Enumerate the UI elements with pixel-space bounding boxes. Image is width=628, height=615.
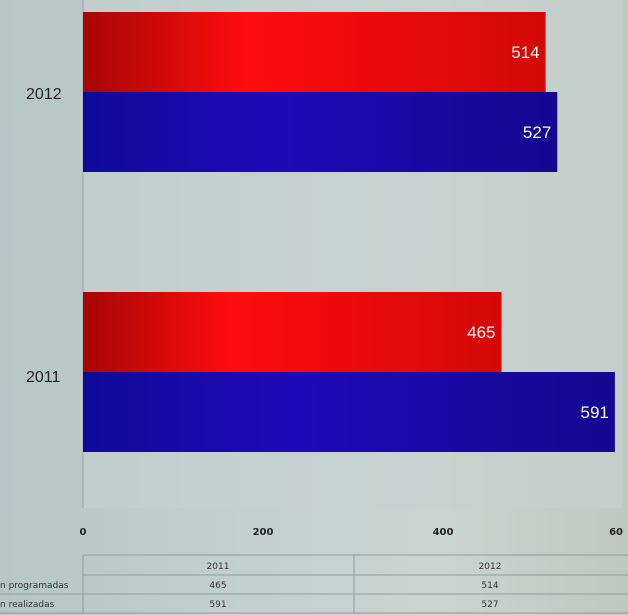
bar-value-label-2012-realizadas: 527	[523, 123, 551, 142]
bar-value-label-2012-programadas: 514	[511, 43, 539, 62]
bar-2011-programadas	[83, 292, 502, 372]
x-tick-200: 200	[253, 527, 274, 538]
table-header-2011: 2011	[207, 562, 230, 572]
x-tick-400: 400	[433, 527, 454, 538]
category-label-2011: 2011	[26, 369, 61, 386]
table-row-label-programadas: n programadas	[0, 581, 69, 591]
x-tick-0: 0	[80, 527, 87, 538]
bar-2012-programadas	[83, 12, 546, 92]
bar-value-label-2011-realizadas: 591	[581, 403, 609, 422]
data-table: 2011 2012 n programadas 465 514 n realiz…	[0, 554, 628, 614]
table-cell-realizadas-2012: 527	[481, 600, 498, 610]
bar-value-label-2011-programadas: 465	[467, 323, 495, 342]
table-cell-programadas-2011: 465	[209, 581, 226, 591]
bar-2012-realizadas	[83, 92, 558, 172]
bar-2011-realizadas	[83, 372, 615, 452]
table-cell-programadas-2012: 514	[481, 581, 498, 591]
table-cell-realizadas-2011: 591	[209, 600, 226, 610]
table-header-2012: 2012	[479, 562, 502, 572]
table-row-label-realizadas: n realizadas	[0, 600, 55, 610]
x-tick-600: 60	[609, 527, 623, 538]
category-label-2012: 2012	[26, 86, 62, 103]
